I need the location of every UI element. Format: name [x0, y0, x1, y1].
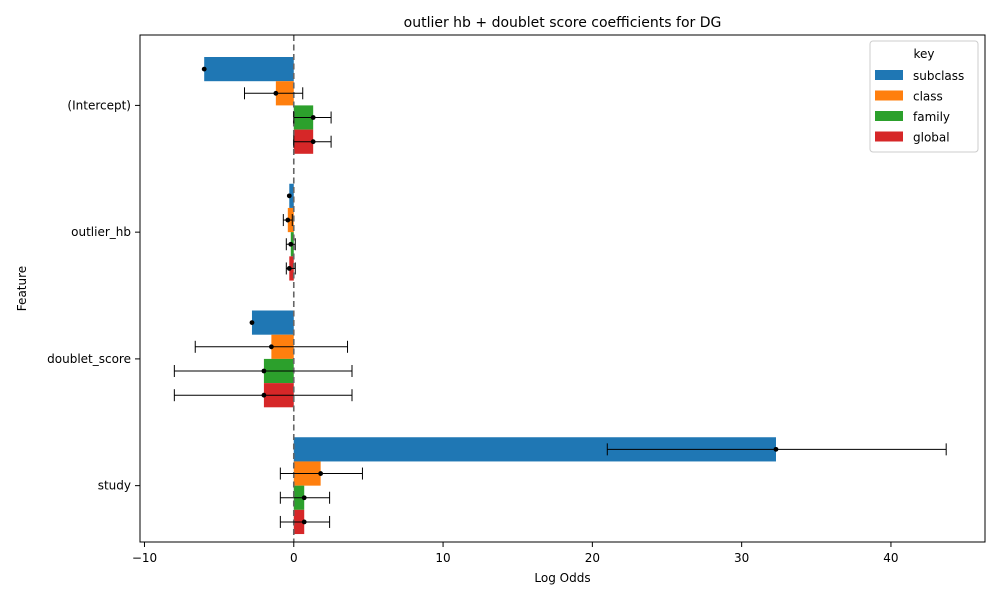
point-global-intercept	[310, 139, 316, 145]
x-tick-label: 30	[734, 551, 749, 565]
point-subclass-doublet-score	[249, 320, 255, 325]
point-class-doublet-score	[268, 344, 274, 350]
legend-title: key	[913, 47, 934, 61]
point-class-outlier-hb	[285, 217, 291, 223]
legend-swatch-global	[875, 131, 903, 142]
point-subclass-intercept	[201, 66, 207, 72]
y-axis-label: Feature	[15, 266, 29, 311]
legend-label-class: class	[913, 90, 943, 104]
point-family-study	[301, 495, 307, 501]
point-subclass-study	[773, 446, 779, 452]
point-global-study	[301, 519, 307, 525]
legend-label-family: family	[913, 110, 950, 124]
legend: key subclass class family global	[869, 40, 979, 153]
point-class-intercept	[273, 90, 279, 96]
x-tick-label: 40	[883, 551, 898, 565]
legend-items: subclass class family global	[875, 69, 964, 145]
point-global-outlier-hb	[286, 266, 292, 271]
point-family-intercept	[310, 115, 316, 120]
x-tick-label: 20	[585, 551, 600, 565]
legend-box	[869, 40, 979, 153]
bars-layer	[204, 57, 776, 535]
x-tick-label: −10	[132, 551, 157, 565]
point-class-study	[318, 471, 324, 476]
plot-frame	[139, 34, 986, 543]
y-tick-label: (Intercept)	[67, 98, 131, 112]
error-layer	[173, 66, 947, 528]
x-tick-label: 10	[435, 551, 450, 565]
legend-swatch-subclass	[875, 70, 903, 80]
bar-subclass-intercept	[204, 57, 294, 82]
legend-swatch-class	[875, 90, 903, 101]
point-global-doublet-score	[261, 392, 267, 398]
y-tick-label: outlier_hb	[71, 225, 131, 239]
point-family-outlier-hb	[288, 241, 294, 247]
x-tick-label: 0	[290, 551, 298, 565]
bar-subclass-doublet-score	[251, 310, 294, 335]
chart-title: outlier hb + doublet score coefficients …	[404, 15, 722, 31]
legend-label-subclass: subclass	[913, 69, 964, 83]
legend-swatch-family	[875, 111, 903, 121]
point-subclass-outlier-hb	[286, 193, 292, 199]
y-tick-label: study	[98, 479, 131, 493]
y-tick-label: doublet_score	[47, 352, 131, 366]
point-family-doublet-score	[261, 368, 267, 374]
axes-layer: −10 0 10 20 30 40 (Intercept) outlier_hbdoublet…	[47, 98, 898, 565]
legend-label-global: global	[913, 131, 950, 145]
x-axis-label: Log Odds	[534, 571, 590, 585]
